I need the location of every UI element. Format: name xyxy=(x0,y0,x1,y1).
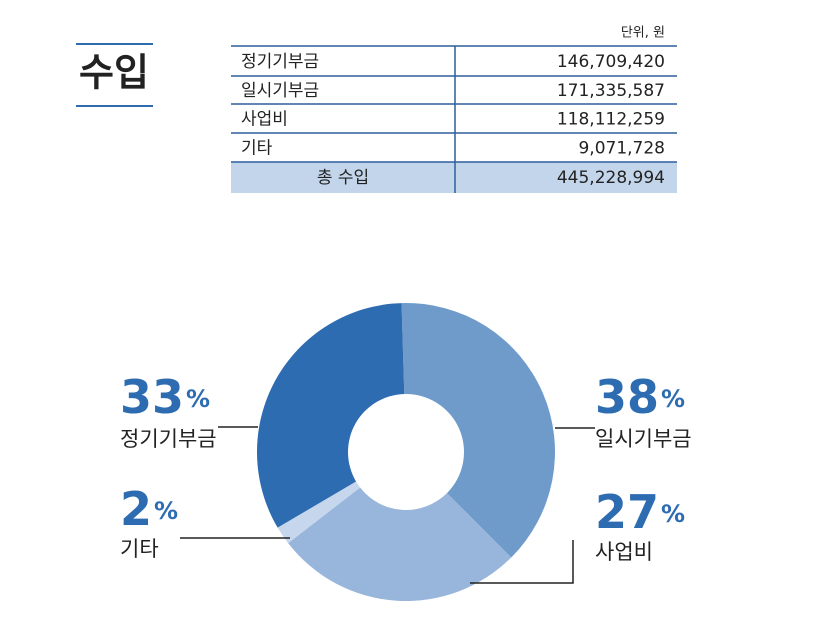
row-amount: 146,709,420 xyxy=(557,52,665,72)
unit: 단위, 원 xyxy=(621,26,665,41)
donut-chart: 38% 일시기부금 27%사업비 2%기타 33% 정기기부금 xyxy=(120,303,692,601)
category-label: 정기기부금 xyxy=(120,427,217,451)
row-label: 일시기부금 xyxy=(241,81,319,101)
category-label: 일시기부금 xyxy=(595,427,692,451)
value-label: 38% xyxy=(595,370,685,424)
category-label: 기타 xyxy=(120,537,159,561)
value-label: 27% xyxy=(595,485,685,539)
slice xyxy=(277,481,361,544)
row-amount: 171,335,587 xyxy=(557,81,665,101)
slice xyxy=(401,303,555,558)
total-amount: 445,228,994 xyxy=(557,168,665,188)
row-label: 사업비 xyxy=(241,110,288,130)
total-label: 총 수입 xyxy=(317,168,369,188)
category-label: 사업비 xyxy=(595,540,653,564)
slice xyxy=(257,303,405,528)
value-label: 2% xyxy=(120,482,178,536)
row-amount: 9,071,728 xyxy=(578,139,665,159)
leader-line xyxy=(470,540,574,584)
row-label: 기타 xyxy=(241,139,273,159)
row-label: 정기기부금 xyxy=(241,52,319,72)
table: 정기기부금 146,709,420 일시기부금 171,335,587 사업비 118,1… xyxy=(231,45,677,193)
value-label: 33% xyxy=(120,370,210,424)
row-amount: 118,112,259 xyxy=(557,110,665,130)
total-row-bg xyxy=(231,162,677,193)
heading: 수입 xyxy=(79,51,149,95)
slice xyxy=(288,487,512,601)
